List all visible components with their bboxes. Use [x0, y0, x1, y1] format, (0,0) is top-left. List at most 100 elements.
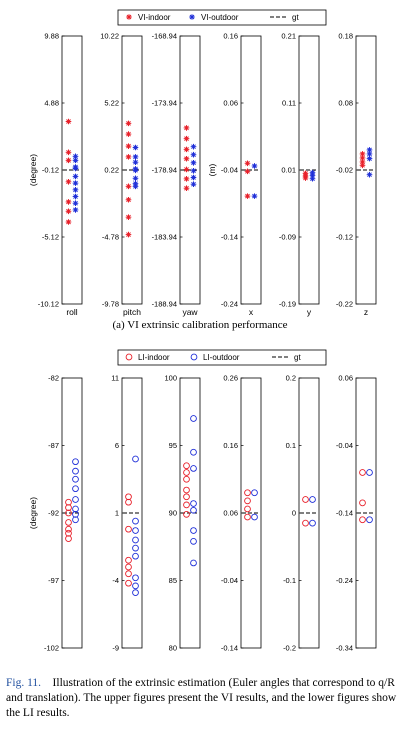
li-legend-label-outdoor: LI-outdoor	[203, 353, 240, 362]
vi-panel-5	[355, 35, 377, 305]
li-panel-0-indoor-point-1	[65, 504, 72, 511]
vi-panel-2-indoor-point-6	[183, 185, 190, 192]
calibration-figure: VI-indoor VI-outdoor gt (a) VI extrinsic ca…	[28, 9, 377, 660]
li-panel-5-indoor-point-0	[359, 469, 366, 476]
vi-panel-3-tick-label-4: -0.24	[221, 300, 238, 309]
vi-panel-1-indoor-point-6-stroke-3	[126, 214, 131, 220]
vi-panel-1-outdoor-point-3-stroke-3	[133, 159, 138, 165]
vi-panel-4-indoor-point-2-stroke-3	[303, 175, 308, 181]
vi-panel-0-indoor-point-2	[65, 157, 72, 164]
li-panel-2-tick-label-4: 80	[169, 644, 177, 653]
li-panel-2-indoor-point-3	[183, 486, 190, 494]
vi-panel-5-indoor-point-3	[359, 162, 366, 169]
vi-legend-marker-outdoor-stroke-3	[189, 14, 195, 20]
vi-panel-0-indoor-point-5-stroke-3	[66, 208, 71, 214]
li-panel-1-outdoor-point-3	[132, 536, 139, 544]
li-panel-4-outdoor-point-1	[309, 519, 316, 527]
vi-panel-3-outdoor-point-1-stroke-3	[252, 193, 257, 199]
li-panel-2-outdoor-point-0	[190, 415, 197, 422]
vi-panel-3-outdoor-point-0-stroke-3	[252, 163, 257, 169]
vi-panel-4-tick-label-2: 0.01	[281, 166, 296, 175]
li-panel-1-outdoor-point-7	[132, 582, 139, 590]
vi-panel-0-outdoor-point-4-stroke-3	[73, 153, 78, 159]
vi-panel-5-tick-label-1: 0.08	[338, 99, 353, 108]
vi-panel-2-indoor-point-1	[183, 135, 190, 142]
figure-caption-label: Fig. 11.	[6, 677, 42, 689]
li-panel-0-outdoor-point-3	[72, 485, 79, 493]
vi-panel-1-outdoor-point-7	[132, 166, 139, 172]
li-legend-marker-indoor	[125, 353, 133, 361]
vi-panel-2-outdoor-point-2-stroke-3	[191, 160, 196, 166]
li-panel-5-tick-label-0: 0.06	[338, 374, 353, 383]
vi-panel-0-outdoor-point-6-stroke-3	[73, 194, 78, 199]
li-panel-0-ylabel: (degree)	[28, 497, 38, 529]
li-panel-1-outdoor-point-0	[132, 455, 139, 463]
li-panel-1-outdoor-point-2	[132, 527, 139, 534]
li-panel-5-tick-label-3: -0.24	[336, 576, 353, 585]
li-panel-1-indoor-point-1	[125, 498, 132, 506]
vi-panel-5-tick-label-0: 0.18	[338, 32, 353, 41]
vi-panel-5-tick-label-4: -0.22	[336, 300, 353, 309]
vi-panel-1-tick-label-4: -9.78	[102, 300, 119, 309]
li-panel-5-outdoor-point-0	[366, 469, 373, 476]
vi-panel-1	[121, 35, 143, 305]
vi-legend-label-outdoor: VI-outdoor	[201, 13, 239, 22]
vi-panel-5-outdoor-point-1-stroke-3	[367, 151, 372, 157]
vi-panel-1-indoor-point-0	[125, 120, 132, 127]
li-panel-3-tick-label-4: -0.14	[221, 644, 238, 653]
vi-panel-1-indoor-point-0-stroke-3	[126, 120, 131, 126]
li-panel-2-outdoor-point-7	[190, 559, 197, 567]
li-panel-0-indoor-point-3	[65, 519, 72, 526]
vi-panel-0-outdoor-point-0-stroke-3	[73, 180, 78, 186]
vi-panel-1-outdoor-point-5-stroke-3	[133, 145, 138, 150]
vi-panel-5-outdoor-point-3-stroke-3	[367, 172, 372, 178]
vi-panel-1-tick-label-1: 5.22	[104, 99, 119, 108]
vi-panel-1-indoor-point-5	[125, 196, 132, 203]
li-panel-1-indoor-point-6	[125, 579, 132, 587]
vi-panel-1-indoor-point-3-stroke-3	[126, 154, 131, 160]
li-panel-0-indoor-point-6	[65, 535, 72, 543]
vi-panel-1-indoor-point-1-stroke-3	[126, 131, 131, 137]
vi-panel-1-outdoor-point-4	[132, 154, 139, 160]
vi-panel-0-outdoor-point-6	[72, 193, 79, 200]
vi-panel-0-xlabel: roll	[66, 307, 77, 317]
vi-panel-2-outdoor-point-4-stroke-3	[191, 175, 196, 180]
vi-panel-0-outdoor-point-7	[72, 200, 79, 207]
li-panel-2-outdoor-point-2	[190, 465, 197, 472]
li-panel-5-indoor-point-2	[359, 516, 366, 524]
li-panel-0-tick-label-2: -92	[48, 509, 59, 518]
figure-caption: Fig. 11. Illustration of the extrinsic e…	[6, 676, 398, 721]
vi-panel-0-indoor-point-3-stroke-3	[66, 179, 71, 185]
li-panel-4-tick-label-4: -0.2	[283, 644, 296, 653]
li-panel-4	[298, 377, 320, 649]
vi-panel-2-outdoor-point-4	[190, 174, 197, 181]
li-panel-2-indoor-point-2	[183, 475, 190, 483]
vi-panel-0-tick-label-1: 4.88	[44, 99, 59, 108]
li-panel-4-tick-label-1: 0.1	[286, 441, 296, 450]
vi-panel-3-ylabel: (m)	[207, 163, 217, 176]
vi-panel-0-outdoor-point-3-stroke-3	[73, 157, 78, 163]
li-panel-3-indoor-point-2	[244, 505, 251, 513]
vi-panel-0-indoor-point-1	[65, 149, 72, 156]
vi-panel-2-indoor-point-4-stroke-3	[184, 167, 189, 172]
li-panel-2-indoor-point-1	[183, 469, 190, 476]
vi-panel-5-outdoor-point-2	[366, 155, 373, 162]
li-panel-5-outdoor-point-1	[366, 516, 373, 524]
vi-panel-1-outdoor-point-6-stroke-3	[133, 181, 138, 187]
vi-panel-2-outdoor-point-3-stroke-3	[191, 168, 196, 174]
vi-legend-box	[117, 9, 327, 26]
vi-legend-label-indoor: VI-indoor	[138, 13, 171, 22]
vi-panel-3-indoor-point-1-stroke-3	[245, 168, 250, 174]
li-panel-2-outdoor-point-3	[190, 500, 197, 507]
li-legend-label-gt: gt	[294, 353, 301, 362]
li-panel-1-tick-label-0: 11	[111, 374, 119, 383]
li-panel-2-indoor-point-0	[183, 462, 190, 470]
vi-panel-1-indoor-point-5-stroke-3	[126, 197, 131, 203]
li-panel-1	[121, 377, 143, 649]
vi-panel-2-indoor-point-5-stroke-3	[184, 176, 189, 182]
vi-panel-0-outdoor-point-8	[72, 207, 79, 213]
vi-panel-2-indoor-point-2-stroke-3	[184, 146, 189, 152]
vi-panel-2	[179, 35, 201, 305]
li-panel-3-outdoor-point-1	[251, 513, 258, 521]
vi-panel-0-indoor-point-5	[65, 208, 72, 215]
